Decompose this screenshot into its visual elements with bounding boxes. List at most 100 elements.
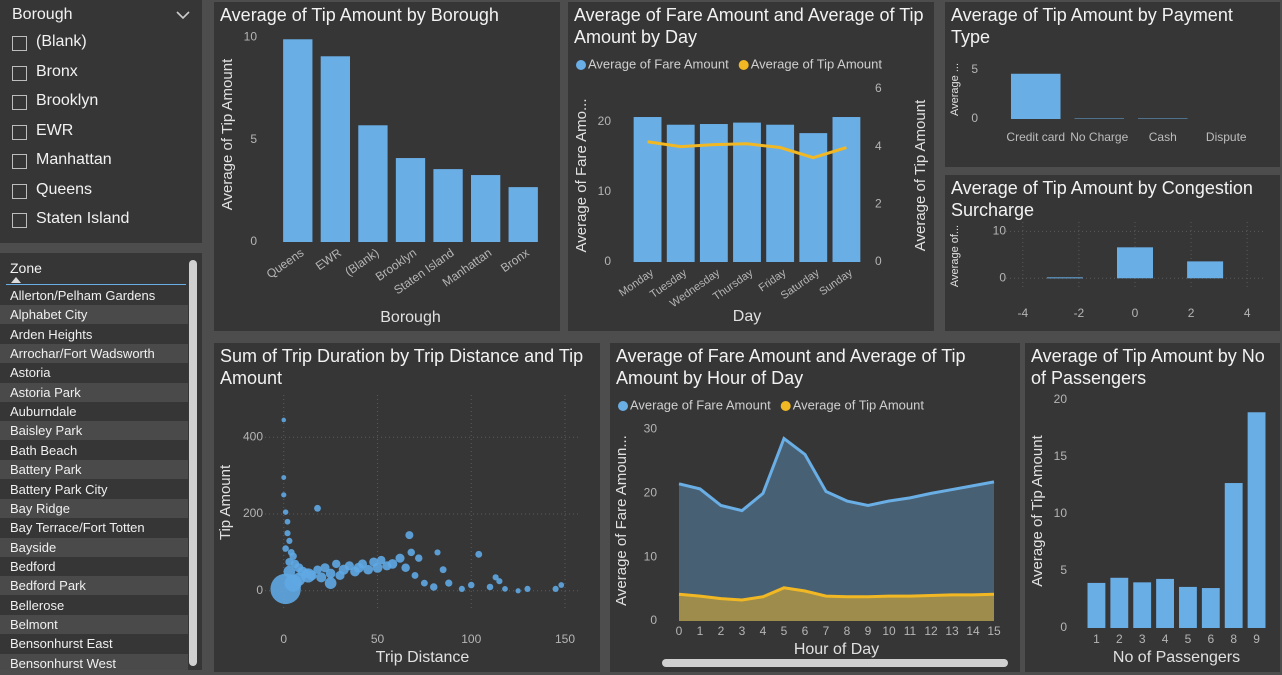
x-tick-label: 13 xyxy=(945,624,959,638)
zone-row[interactable]: Auburndale xyxy=(10,404,77,420)
x-tick-label: 0 xyxy=(280,632,287,646)
zone-row[interactable]: Bay Ridge xyxy=(0,498,188,518)
bubble xyxy=(289,552,297,560)
bubble xyxy=(286,537,293,544)
slicer-item[interactable]: Manhattan xyxy=(0,149,200,173)
zone-row[interactable]: Baisley Park xyxy=(0,421,188,441)
slicer-item-label[interactable]: Manhattan xyxy=(36,151,112,168)
x-tick-label: Cash xyxy=(1148,130,1177,144)
zone-row[interactable]: Bath Beach xyxy=(10,442,78,458)
zone-row[interactable]: Alphabet City xyxy=(0,305,188,325)
x-tick-label: 1 xyxy=(697,624,704,638)
zone-row[interactable]: Battery Park xyxy=(0,460,188,480)
scrollbar-track[interactable] xyxy=(189,260,197,666)
x-axis-label: No of Passengers xyxy=(1113,649,1240,666)
bar xyxy=(1087,582,1106,628)
chart-panel: 0 10 20 30 0 1 2 3 4 5 6 7 8 9 10 11 12 13 14 15 Average of … xyxy=(610,343,1020,672)
y-axis-label: Average of Tip Amount xyxy=(1029,434,1046,586)
x-tick-label: 9 xyxy=(1253,632,1260,646)
zone-row[interactable]: Bedford xyxy=(10,558,56,574)
bubble xyxy=(496,578,503,585)
checkbox[interactable] xyxy=(12,95,27,110)
chevron xyxy=(176,11,190,20)
x-tick-label: Sunday xyxy=(817,267,855,299)
y-axis-label: Average of Fare Amoun... xyxy=(613,435,630,606)
bubble xyxy=(439,566,447,574)
sort-arrow xyxy=(11,277,21,283)
bubble xyxy=(324,577,337,589)
bar xyxy=(1247,412,1266,628)
zone-row[interactable]: Bensonhurst West xyxy=(0,653,188,670)
bar xyxy=(1046,277,1083,279)
bubble xyxy=(524,585,531,592)
bar xyxy=(1156,578,1174,628)
zone-row[interactable]: Astoria Park xyxy=(0,382,188,402)
slicer-item-label[interactable]: Queens xyxy=(36,180,93,198)
sort-icon xyxy=(11,277,21,283)
slicer-item[interactable]: Bronx xyxy=(0,61,200,85)
slicer-item-label[interactable]: EWR xyxy=(36,121,74,139)
x-axis-label: Trip Distance xyxy=(376,649,470,666)
scrollbar[interactable] xyxy=(662,659,1008,667)
bar xyxy=(395,158,426,242)
bubble xyxy=(387,559,398,569)
slicer-item-label[interactable]: (Blank) xyxy=(36,33,87,50)
chart-title: Average of Tip Amount by Congestion Surc… xyxy=(951,178,1253,220)
zone-row[interactable]: Arrochar/Fort Wadsworth xyxy=(0,344,188,364)
checkbox[interactable] xyxy=(12,65,27,81)
bubble xyxy=(363,564,373,575)
slicer-item[interactable]: Brooklyn xyxy=(0,90,200,114)
zone-row[interactable]: Bayside xyxy=(0,537,188,557)
zone-row[interactable]: Bay Terrace/Fort Totten xyxy=(10,520,145,536)
checkbox[interactable] xyxy=(12,154,27,169)
checkbox[interactable] xyxy=(12,213,27,228)
bubble xyxy=(292,572,306,586)
x-tick-label: 150 xyxy=(555,632,575,646)
zone-row[interactable]: Arden Heights xyxy=(10,326,93,342)
legend-marker xyxy=(738,60,749,70)
y-tick-label: 10 xyxy=(644,549,658,563)
zone-row[interactable]: Battery Park City xyxy=(10,481,108,497)
slicer-item[interactable]: Queens xyxy=(0,179,200,203)
line xyxy=(678,436,995,513)
zone-row[interactable]: Allerton/Pelham Gardens xyxy=(10,288,156,303)
y-tick-label: 200 xyxy=(243,506,263,520)
chart-panel: 0 10 -4 -2 0 2 4 Average of... Average of Tip Am… xyxy=(945,175,1280,331)
slicer-item[interactable]: Staten Island xyxy=(0,208,200,232)
x-tick-label: Bronx xyxy=(498,246,532,275)
checkbox[interactable] xyxy=(12,124,27,140)
zone-row[interactable]: Bensonhurst East xyxy=(10,636,113,652)
bubble xyxy=(283,565,296,578)
y2-tick-label: 0 xyxy=(875,254,882,268)
zone-row[interactable]: Astoria xyxy=(10,365,51,381)
y-tick-label: 0 xyxy=(999,270,1006,284)
x-tick-label: -2 xyxy=(1074,306,1085,320)
slicer-item-label[interactable]: Bronx xyxy=(36,62,78,80)
chart-panel: 0 5 10 Average of Tip Amount Borough Queens EW… xyxy=(214,2,560,331)
slicer-item[interactable]: (Blank) xyxy=(0,31,200,55)
line xyxy=(678,586,995,602)
y-tick-label: 20 xyxy=(644,486,658,500)
x-tick-label: 4 xyxy=(1162,632,1169,646)
checkbox[interactable] xyxy=(12,183,27,199)
y-axis-label: Average of Tip Amount xyxy=(219,58,236,210)
bubble xyxy=(467,581,475,589)
y-tick-label: 20 xyxy=(1054,392,1068,406)
y-tick-label: 0 xyxy=(256,583,263,597)
bubble xyxy=(434,549,441,556)
bubble xyxy=(314,504,321,512)
zone-row[interactable]: Bellerose xyxy=(10,597,65,613)
x-tick-label: 0 xyxy=(676,624,683,638)
zone-row[interactable]: Belmont xyxy=(0,614,188,634)
slicer-item[interactable]: EWR xyxy=(0,120,200,144)
slicer-item-label[interactable]: Brooklyn xyxy=(36,92,99,109)
x-tick-label: Dispute xyxy=(1205,130,1247,144)
slicer-item-label[interactable]: Staten Island xyxy=(36,210,130,227)
zone-row[interactable]: Bedford Park xyxy=(0,576,188,596)
bar xyxy=(283,39,313,243)
bar xyxy=(633,117,662,262)
checkbox[interactable] xyxy=(12,36,27,51)
